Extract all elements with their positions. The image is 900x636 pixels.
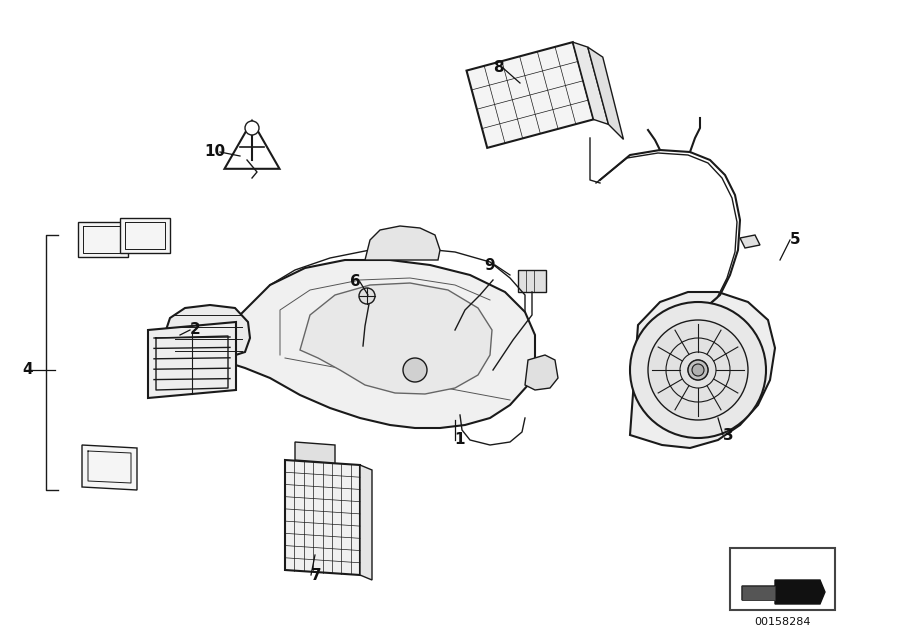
Polygon shape bbox=[466, 42, 593, 148]
Polygon shape bbox=[360, 465, 372, 580]
Polygon shape bbox=[78, 222, 128, 257]
Polygon shape bbox=[588, 47, 624, 139]
Polygon shape bbox=[220, 260, 535, 428]
Polygon shape bbox=[518, 270, 546, 292]
Polygon shape bbox=[285, 460, 360, 575]
Polygon shape bbox=[165, 305, 250, 360]
Circle shape bbox=[692, 364, 704, 376]
Circle shape bbox=[688, 360, 708, 380]
Polygon shape bbox=[740, 235, 760, 248]
Bar bbox=[730, 548, 835, 610]
Text: 1: 1 bbox=[454, 432, 465, 448]
Circle shape bbox=[630, 302, 766, 438]
Polygon shape bbox=[365, 226, 440, 260]
Polygon shape bbox=[742, 580, 825, 604]
Polygon shape bbox=[148, 322, 236, 398]
Text: 5: 5 bbox=[789, 233, 800, 247]
Polygon shape bbox=[82, 445, 137, 490]
Polygon shape bbox=[120, 218, 170, 253]
Polygon shape bbox=[572, 42, 608, 125]
Text: 4: 4 bbox=[22, 363, 33, 378]
Text: 9: 9 bbox=[485, 258, 495, 272]
Circle shape bbox=[403, 358, 427, 382]
Text: 7: 7 bbox=[310, 567, 321, 583]
Text: 10: 10 bbox=[204, 144, 226, 160]
Text: 3: 3 bbox=[723, 427, 734, 443]
Circle shape bbox=[245, 121, 259, 135]
Circle shape bbox=[648, 320, 748, 420]
Circle shape bbox=[359, 288, 375, 304]
Polygon shape bbox=[742, 586, 775, 600]
Polygon shape bbox=[224, 121, 280, 169]
Polygon shape bbox=[295, 442, 335, 463]
Text: 6: 6 bbox=[349, 275, 360, 289]
Polygon shape bbox=[300, 283, 492, 394]
Text: 00158284: 00158284 bbox=[754, 617, 811, 627]
Polygon shape bbox=[630, 292, 775, 448]
Text: 8: 8 bbox=[492, 60, 503, 76]
Text: 2: 2 bbox=[190, 322, 201, 338]
Polygon shape bbox=[525, 355, 558, 390]
